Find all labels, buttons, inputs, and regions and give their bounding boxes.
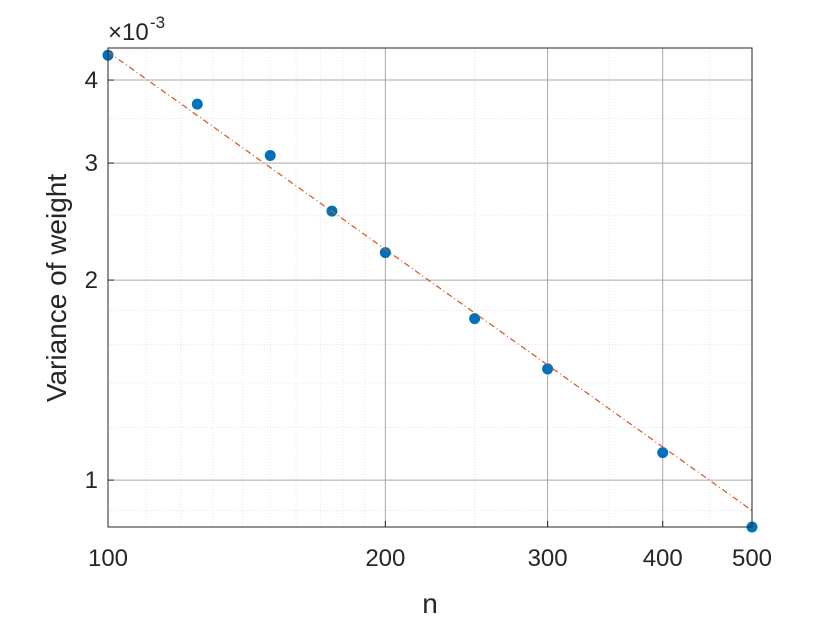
y-axis-label: Variance of weight xyxy=(41,174,72,403)
x-axis-label: n xyxy=(422,588,438,619)
x-tick-label: 300 xyxy=(528,545,568,572)
x-tick-label: 400 xyxy=(643,545,683,572)
y-tick-label: 3 xyxy=(85,150,98,177)
x-tick-label: 100 xyxy=(88,545,128,572)
y-multiplier-base: ×10 xyxy=(108,19,149,46)
x-tick-label: 500 xyxy=(732,545,772,572)
data-point xyxy=(379,247,391,259)
y-multiplier-exponent: -3 xyxy=(150,13,165,32)
y-tick-label: 2 xyxy=(85,267,98,294)
data-point xyxy=(191,98,203,110)
data-point xyxy=(264,149,276,161)
data-point xyxy=(542,363,554,375)
x-tick-label: 200 xyxy=(365,545,405,572)
data-point xyxy=(469,313,481,325)
axes-box xyxy=(107,47,753,528)
y-tick-label: 1 xyxy=(85,467,98,494)
data-point xyxy=(657,447,669,459)
fit-line xyxy=(107,51,753,511)
grid xyxy=(107,48,753,527)
plot-area xyxy=(108,48,752,527)
y-tick-label: 4 xyxy=(85,67,98,94)
